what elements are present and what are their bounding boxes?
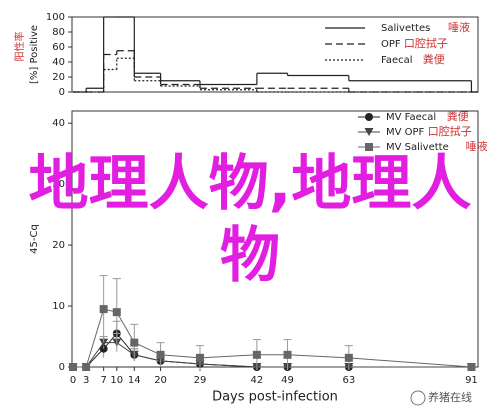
data-point bbox=[99, 305, 108, 314]
y-tick-label: 30 bbox=[52, 179, 65, 190]
x-tick-label: 42 bbox=[251, 375, 264, 386]
y-tick-label: 80 bbox=[52, 27, 65, 38]
legend-marker bbox=[365, 113, 373, 121]
legend-label-cn: 口腔拭子 bbox=[428, 124, 472, 138]
data-point bbox=[467, 363, 476, 371]
data-point bbox=[156, 350, 165, 359]
y-tick-label: 40 bbox=[52, 118, 65, 129]
legend-label-cn: 粪便 bbox=[423, 52, 445, 66]
x-axis-label: Days post-infection bbox=[212, 390, 338, 405]
y-tick-label: 20 bbox=[52, 240, 65, 251]
y-tick-label: 40 bbox=[52, 57, 65, 68]
series-line bbox=[73, 332, 472, 368]
watermark: 养猪在线 bbox=[428, 390, 472, 404]
data-point bbox=[283, 350, 292, 359]
y-axis-label: [%] Positive bbox=[29, 25, 40, 84]
legend-label: MV Faecal bbox=[386, 112, 436, 123]
legend-label: Faecal bbox=[381, 55, 413, 66]
x-tick-label: 14 bbox=[128, 375, 141, 386]
y-tick-label: 60 bbox=[52, 42, 65, 53]
y-axis-label: 45-Cq bbox=[29, 224, 40, 254]
y-tick-label: 0 bbox=[59, 87, 65, 98]
x-tick-label: 29 bbox=[194, 375, 207, 386]
data-point bbox=[344, 353, 353, 362]
x-tick-label: 10 bbox=[110, 375, 123, 386]
legend-label: Salivettes bbox=[381, 23, 430, 34]
x-tick-label: 20 bbox=[154, 375, 167, 386]
data-point bbox=[130, 338, 139, 347]
y-tick-label: 100 bbox=[46, 12, 65, 23]
y-tick-label: 10 bbox=[52, 301, 65, 312]
legend-marker bbox=[364, 128, 374, 136]
x-tick-label: 49 bbox=[281, 375, 294, 386]
y-tick-label: 20 bbox=[52, 72, 65, 83]
overlay-text: 地理人物,地理人物 bbox=[28, 149, 472, 291]
legend-label-cn: 粪便 bbox=[447, 109, 469, 123]
legend-label-cn: 唾液 bbox=[466, 139, 488, 153]
legend-label: MV OPF bbox=[386, 127, 425, 138]
legend-label-cn: 口腔拭子 bbox=[404, 36, 448, 50]
x-tick-label: 91 bbox=[465, 375, 478, 386]
legend-label-cn: 唾液 bbox=[448, 20, 470, 34]
data-point bbox=[195, 353, 204, 362]
y-tick-label: 0 bbox=[59, 362, 65, 373]
legend-marker bbox=[365, 143, 373, 151]
x-tick-label: 0 bbox=[70, 375, 76, 386]
x-tick-label: 63 bbox=[342, 375, 355, 386]
data-point bbox=[112, 308, 121, 317]
y-axis-label-cn: 阳性率 bbox=[13, 32, 26, 62]
data-point bbox=[82, 363, 91, 371]
x-tick-label: 3 bbox=[83, 375, 89, 386]
data-point bbox=[252, 350, 261, 359]
legend-label: OPF bbox=[381, 39, 401, 50]
data-point bbox=[69, 363, 77, 371]
x-tick-label: 7 bbox=[100, 375, 106, 386]
legend-label: MV Salivette bbox=[386, 142, 449, 153]
plot-frame bbox=[71, 16, 479, 93]
watermark-icon bbox=[410, 390, 426, 406]
